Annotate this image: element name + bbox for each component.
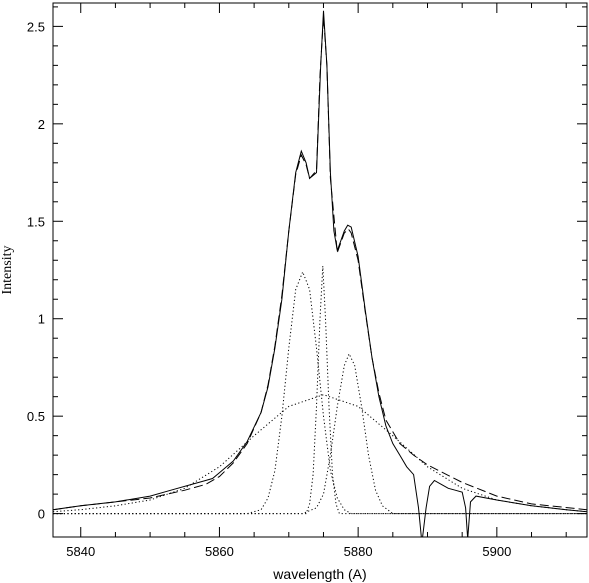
- series-line-solid-0: [53, 10, 587, 537]
- x-tick-label: 5840: [66, 544, 95, 559]
- y-tick-label: 2: [38, 117, 45, 132]
- y-axis-ticks: 0 0.5 1 1.5 2 2.5: [27, 6, 587, 522]
- series-line-dotted-3: [53, 266, 587, 515]
- series-line-dashed-1: [53, 16, 587, 511]
- x-tick-label: 5880: [344, 544, 373, 559]
- y-tick-label: 1: [38, 312, 45, 327]
- y-tick-label: 2.5: [27, 19, 45, 34]
- y-tick-label: 0: [38, 507, 45, 522]
- series-line-dotted-2: [53, 270, 587, 515]
- plot-lines: [53, 10, 587, 537]
- x-tick-label: 5860: [205, 544, 234, 559]
- y-tick-label: 0.5: [27, 409, 45, 424]
- x-axis-ticks: 5840 5860 5880 5900: [66, 3, 567, 559]
- x-axis-title: wavelength (A): [272, 566, 366, 582]
- plot-frame: [52, 2, 588, 538]
- series-line-dotted-5: [53, 394, 587, 513]
- x-tick-label: 5900: [482, 544, 511, 559]
- y-axis-title: Intensity: [0, 246, 15, 295]
- y-tick-label: 1.5: [27, 214, 45, 229]
- series-line-dotted-4: [53, 352, 587, 515]
